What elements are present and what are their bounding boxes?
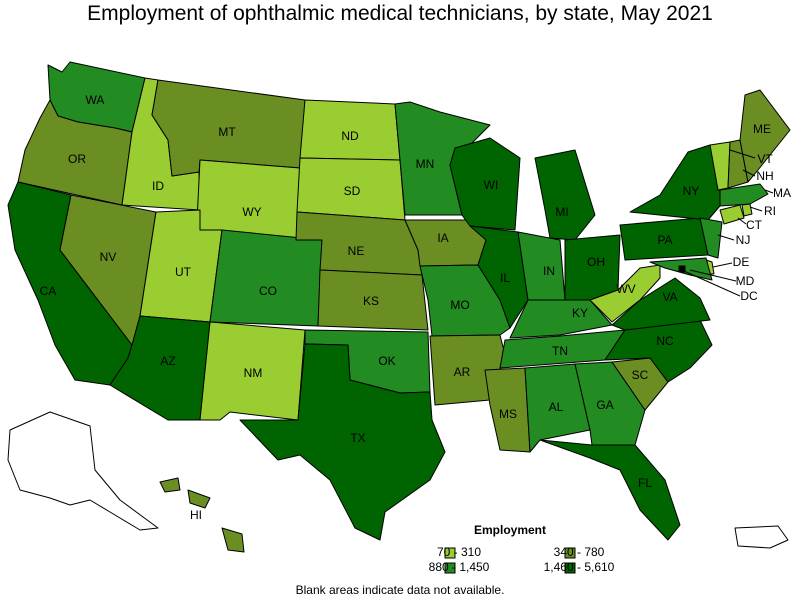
legend-label-2: 340 - 780 bbox=[554, 545, 605, 559]
states-layer bbox=[7, 61, 791, 553]
legend-swatch-3 bbox=[444, 562, 456, 574]
state-labels-layer: WA OR CA ID NV MT WY UT AZ CO NM ND SD NE KS OK TX MN IA MO… bbox=[40, 93, 791, 522]
state-ri bbox=[741, 203, 753, 217]
state-co bbox=[209, 229, 323, 327]
legend-label-1: 70 - 310 bbox=[437, 545, 481, 559]
legend: Employment 70 - 310 340 - 780 880 - 1,450 1,… bbox=[429, 523, 615, 574]
state-label-nj: NJ bbox=[736, 233, 751, 247]
state-pr bbox=[734, 525, 789, 549]
state-label-ca: CA bbox=[40, 284, 57, 298]
leader-line-nh bbox=[742, 169, 756, 177]
state-ct bbox=[719, 204, 745, 225]
state-al bbox=[524, 363, 591, 453]
state-fl bbox=[539, 439, 681, 541]
state-label-oh: OH bbox=[587, 255, 605, 269]
state-label-vt: VT bbox=[757, 152, 773, 166]
leader-line-ri bbox=[749, 206, 763, 212]
state-label-sd: SD bbox=[344, 184, 361, 198]
state-me bbox=[739, 89, 791, 183]
legend-label-4: 1,460 - 5,610 bbox=[544, 560, 615, 574]
footnote: Blank areas indicate data not available. bbox=[295, 583, 505, 597]
state-label-or: OR bbox=[68, 152, 86, 166]
state-label-ar: AR bbox=[454, 365, 471, 379]
leader-line-vt bbox=[729, 149, 756, 159]
state-label-nv: NV bbox=[100, 250, 117, 264]
state-label-id: ID bbox=[152, 179, 164, 193]
dc-marker-dot bbox=[679, 266, 685, 272]
state-label-fl: FL bbox=[638, 476, 652, 490]
state-label-ms: MS bbox=[499, 407, 517, 421]
legend-label-3: 880 - 1,450 bbox=[429, 560, 490, 574]
state-label-wv: WV bbox=[616, 282, 635, 296]
state-label-ma: MA bbox=[773, 186, 791, 200]
leader-line-de bbox=[712, 262, 733, 268]
state-label-pa: PA bbox=[657, 233, 672, 247]
state-label-va: VA bbox=[662, 290, 677, 304]
state-label-wy: WY bbox=[242, 205, 261, 219]
state-wv bbox=[589, 264, 661, 323]
state-label-tx: TX bbox=[350, 431, 365, 445]
state-label-ct: CT bbox=[746, 218, 763, 232]
state-ny bbox=[629, 144, 726, 221]
state-ma bbox=[719, 183, 769, 207]
state-wi bbox=[449, 137, 521, 231]
state-ak bbox=[7, 411, 159, 531]
leader-line-ma bbox=[764, 189, 774, 194]
state-label-mn: MN bbox=[416, 157, 435, 171]
state-label-nm: NM bbox=[244, 366, 263, 380]
legend-title: Employment bbox=[474, 523, 546, 537]
state-label-ks: KS bbox=[363, 294, 379, 308]
state-label-nc: NC bbox=[656, 334, 674, 348]
state-label-ia: IA bbox=[437, 231, 448, 245]
state-label-in: IN bbox=[543, 264, 555, 278]
state-label-ky: KY bbox=[572, 306, 588, 320]
leader-line-md bbox=[689, 269, 737, 282]
state-label-ny: NY bbox=[683, 184, 700, 198]
state-label-de: DE bbox=[733, 255, 750, 269]
state-label-nd: ND bbox=[341, 129, 359, 143]
state-mi bbox=[534, 149, 596, 241]
map-title: Employment of ophthalmic medical technic… bbox=[87, 2, 713, 25]
state-label-md: MD bbox=[736, 274, 755, 288]
state-label-il: IL bbox=[500, 271, 510, 285]
legend-swatch-4 bbox=[564, 562, 576, 574]
state-label-wi: WI bbox=[484, 178, 499, 192]
state-label-ga: GA bbox=[596, 398, 613, 412]
state-label-ok: OK bbox=[378, 354, 395, 368]
legend-swatch-1 bbox=[444, 547, 456, 559]
state-label-al: AL bbox=[549, 400, 564, 414]
state-label-ne: NE bbox=[348, 244, 365, 258]
state-ms bbox=[484, 367, 531, 453]
state-nj bbox=[699, 217, 723, 259]
state-label-dc: DC bbox=[740, 289, 758, 303]
state-label-mi: MI bbox=[555, 205, 568, 219]
state-label-wa: WA bbox=[86, 93, 105, 107]
state-label-sc: SC bbox=[632, 368, 649, 382]
leader-line-nj bbox=[717, 234, 735, 241]
state-label-nh: NH bbox=[756, 169, 773, 183]
state-label-me: ME bbox=[753, 122, 771, 136]
leader-lines-layer bbox=[683, 149, 774, 297]
state-label-tn: TN bbox=[552, 344, 568, 358]
state-label-co: CO bbox=[259, 284, 277, 298]
legend-swatch-2 bbox=[564, 547, 576, 559]
state-label-az: AZ bbox=[160, 354, 175, 368]
leader-line-ct bbox=[737, 217, 747, 225]
state-label-mo: MO bbox=[450, 298, 469, 312]
state-label-mt: MT bbox=[218, 125, 236, 139]
state-ks bbox=[317, 269, 429, 331]
state-label-hi: HI bbox=[190, 508, 202, 522]
state-tx bbox=[239, 343, 446, 541]
state-label-ut: UT bbox=[175, 265, 192, 279]
leader-line-dc bbox=[683, 270, 741, 297]
state-hi bbox=[159, 477, 245, 553]
state-label-ri: RI bbox=[764, 204, 776, 218]
